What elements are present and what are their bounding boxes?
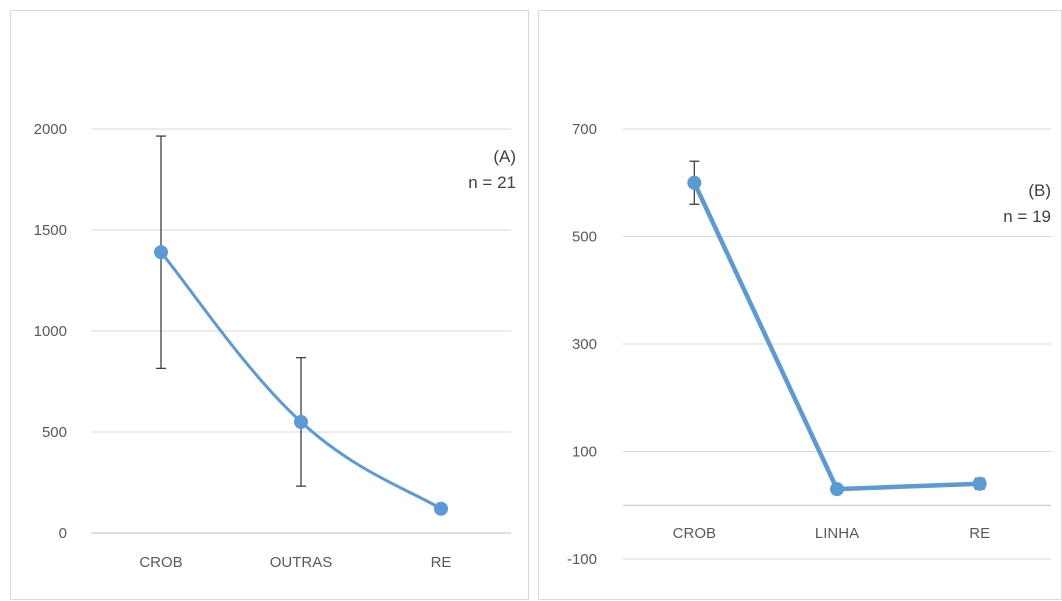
chart-a-error-bars xyxy=(156,135,306,487)
chart-a-annotation-label: (A) xyxy=(493,147,516,166)
chart-a-annotation-n: n = 21 xyxy=(468,173,516,192)
chart-b-gridlines xyxy=(623,128,1051,560)
chart-a-points xyxy=(154,245,448,516)
chart-b-error-bars xyxy=(689,160,985,490)
chart-b-series-line xyxy=(692,180,982,492)
chart-b-ytick-label: -100 xyxy=(567,551,597,568)
chart-b-data-point xyxy=(830,482,844,497)
chart-a-ytick-label: 2000 xyxy=(34,121,67,138)
chart-b-annotation-n: n = 19 xyxy=(1003,207,1051,226)
chart-b-series xyxy=(692,180,982,492)
chart-a-svg: 0 500 1000 1500 2000 CROB OUTRAS RE (A) n = 21 xyxy=(34,121,516,571)
chart-b-data-point xyxy=(972,476,987,491)
chart-b-annotation-label: (B) xyxy=(1028,181,1051,200)
chart-b-xtick-label: RE xyxy=(969,525,990,542)
chart-b-points xyxy=(687,175,987,497)
chart-b-xtick-label: LINHA xyxy=(815,525,859,542)
chart-a-tick-labels: 0 500 1000 1500 2000 CROB OUTRAS RE xyxy=(34,121,452,571)
chart-a-ytick-label: 1500 xyxy=(34,222,67,239)
chart-b-ytick-label: 500 xyxy=(572,229,597,246)
chart-b-ytick-label: 300 xyxy=(572,336,597,353)
chart-a-xtick-label: OUTRAS xyxy=(270,554,333,571)
chart-b-xtick-label: CROB xyxy=(673,525,716,542)
chart-b-ytick-label: 700 xyxy=(572,121,597,138)
chart-b-ytick-label: 100 xyxy=(572,444,597,461)
chart-panel-b: -100 100 300 500 700 CROB LINHA RE (B) n = 19 xyxy=(538,10,1062,600)
chart-a-ytick-label: 1000 xyxy=(34,323,67,340)
chart-a-data-point xyxy=(294,414,308,429)
chart-a-ytick-label: 500 xyxy=(42,424,67,441)
chart-a-data-point xyxy=(434,501,448,516)
chart-a-xtick-label: CROB xyxy=(139,554,182,571)
chart-a-ytick-label: 0 xyxy=(59,525,67,542)
chart-b-svg: -100 100 300 500 700 CROB LINHA RE (B) n = 19 xyxy=(567,121,1051,568)
chart-b-data-point xyxy=(687,175,702,190)
chart-a-data-point xyxy=(154,245,168,260)
chart-a-xtick-label: RE xyxy=(431,554,452,571)
chart-panel-a: 0 500 1000 1500 2000 CROB OUTRAS RE (A) n = 21 xyxy=(10,10,529,600)
chart-b-tick-labels: -100 100 300 500 700 CROB LINHA RE xyxy=(567,121,990,568)
